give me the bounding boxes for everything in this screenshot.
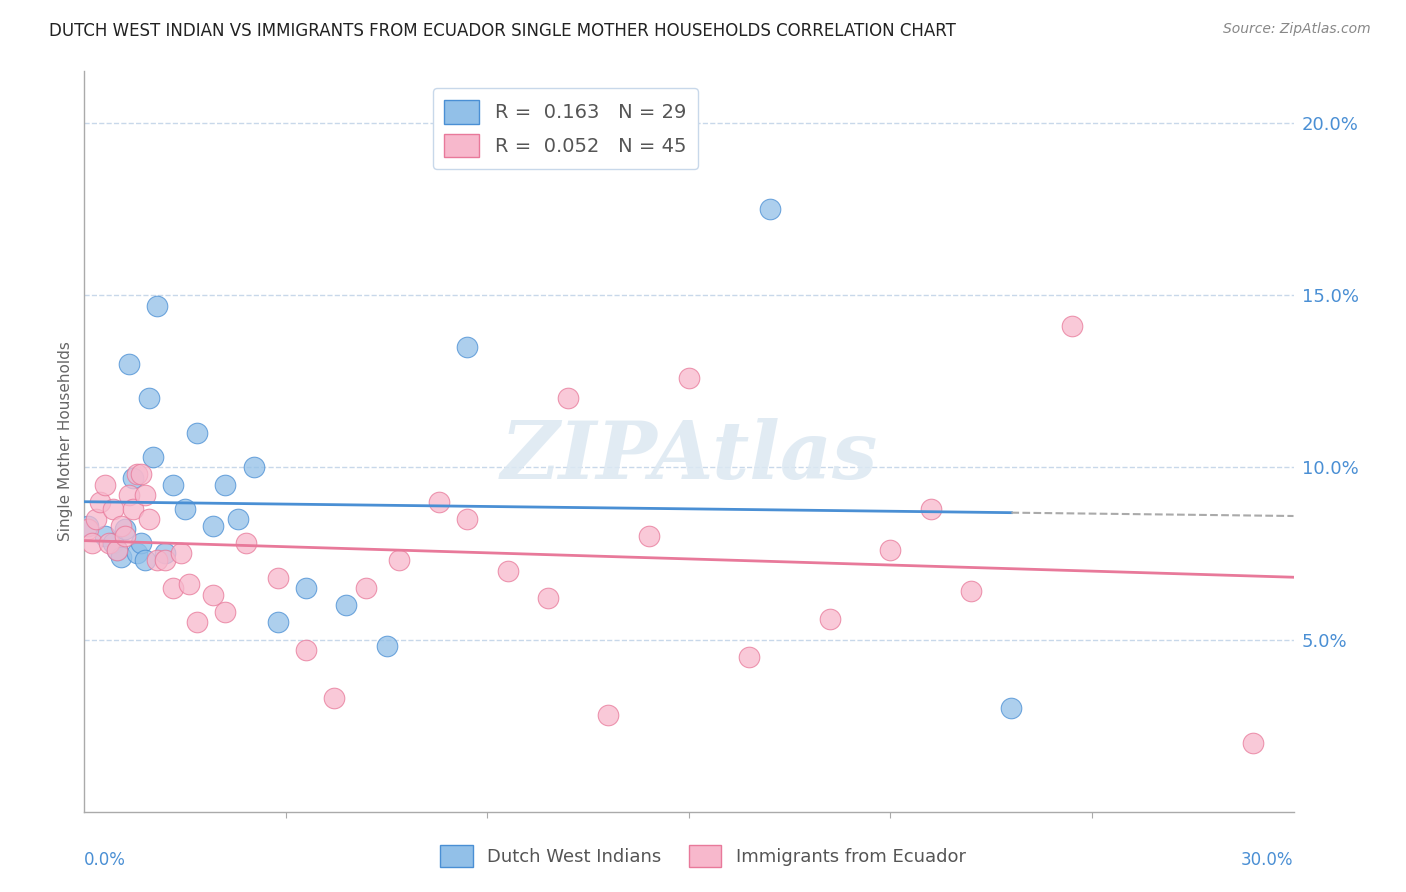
Point [129,536,152,550]
Point [105,543,128,558]
Point [86,512,108,526]
Point [235,536,257,550]
Legend: R =  0.163   N = 29, R =  0.052   N = 45: R = 0.163 N = 29, R = 0.052 N = 45 [433,88,697,169]
Point [118,357,141,371]
Point [637,529,659,543]
Point [758,202,780,216]
Text: Source: ZipAtlas.com: Source: ZipAtlas.com [1223,22,1371,37]
Point [202,588,225,602]
Point [138,392,160,406]
Point [125,467,148,482]
Point [427,495,450,509]
Text: ZIPAtlas: ZIPAtlas [501,417,877,495]
Point [121,501,143,516]
Point [97,536,120,550]
Point [920,501,942,516]
Point [179,577,201,591]
Point [170,546,193,560]
Text: DUTCH WEST INDIAN VS IMMIGRANTS FROM ECUADOR SINGLE MOTHER HOUSEHOLDS CORRELATIO: DUTCH WEST INDIAN VS IMMIGRANTS FROM ECU… [49,22,956,40]
Point [110,549,132,564]
Point [598,708,620,723]
Point [134,553,156,567]
Point [375,640,398,654]
Text: 0.0%: 0.0% [84,851,127,869]
Point [295,581,318,595]
Point [142,450,165,464]
Point [89,495,111,509]
Point [738,649,761,664]
Point [323,691,346,706]
Point [537,591,560,606]
Point [162,477,184,491]
Point [77,522,100,536]
Point [557,392,579,406]
Point [186,425,208,440]
Point [146,299,169,313]
Point [496,564,519,578]
Point [202,519,225,533]
Point [214,605,236,619]
Point [114,529,136,543]
Point [879,543,901,558]
Point [356,581,378,595]
Point [818,612,841,626]
Y-axis label: Single Mother Households: Single Mother Households [58,342,73,541]
Point [267,570,290,584]
Point [118,488,141,502]
Point [82,536,104,550]
Point [960,584,983,599]
Point [1000,701,1022,715]
Point [77,519,100,533]
Point [456,340,478,354]
Point [174,501,197,516]
Point [129,467,152,482]
Point [226,512,249,526]
Point [678,371,700,385]
Point [242,460,264,475]
Point [388,553,411,567]
Point [153,553,176,567]
Point [93,477,115,491]
Point [125,546,148,560]
Point [335,598,357,612]
Text: 30.0%: 30.0% [1241,851,1294,869]
Point [114,522,136,536]
Point [1241,736,1264,750]
Point [186,615,208,630]
Point [105,543,128,558]
Point [295,643,318,657]
Point [162,581,184,595]
Point [101,536,124,550]
Point [267,615,290,630]
Point [153,546,176,560]
Legend: Dutch West Indians, Immigrants from Ecuador: Dutch West Indians, Immigrants from Ecua… [433,838,973,874]
Point [101,501,124,516]
Point [93,529,115,543]
Point [110,519,132,533]
Point [121,471,143,485]
Point [138,512,160,526]
Point [456,512,478,526]
Point [214,477,236,491]
Point [146,553,169,567]
Point [134,488,156,502]
Point [1060,319,1083,334]
